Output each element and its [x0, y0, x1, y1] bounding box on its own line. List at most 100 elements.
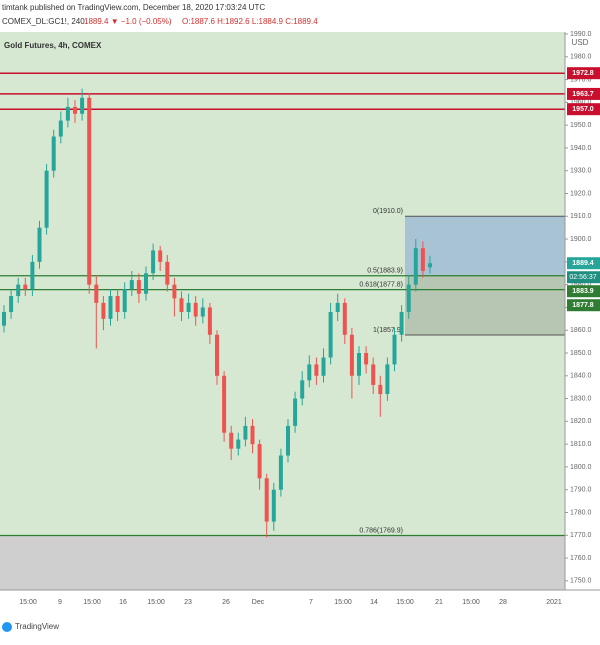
- candle-body: [428, 263, 432, 268]
- change: 1889.4 ▼ −1.0 (−0.05%): [84, 17, 172, 26]
- fib-label: 0.786(1769.9): [359, 527, 403, 534]
- candle-body: [30, 261, 35, 290]
- x-tick-label: 15:00: [83, 599, 101, 606]
- y-tick-label: 1990.0: [570, 31, 592, 38]
- candle-body: [44, 170, 49, 228]
- x-tick-label: 2021: [546, 599, 562, 606]
- candle-body: [321, 357, 326, 376]
- x-tick-label: 14: [370, 599, 378, 606]
- level-tag: [567, 87, 600, 100]
- symbol: COMEX_DL:GC1!, 240: [2, 17, 85, 26]
- candle-body: [307, 364, 312, 381]
- level-label: 1957.0: [572, 106, 594, 113]
- x-tick-label: Dec: [252, 599, 265, 606]
- candle-body: [94, 284, 99, 303]
- price-tag: [567, 285, 600, 298]
- candle-body: [9, 296, 14, 312]
- y-tick-label: 1960.0: [570, 99, 592, 106]
- candle-body: [342, 302, 347, 335]
- level-label: 1963.7: [572, 91, 594, 98]
- candle-body: [58, 120, 63, 137]
- y-tick-label: 1790.0: [570, 487, 592, 494]
- brand: TradingView: [15, 622, 59, 631]
- candle-body: [73, 106, 77, 114]
- y-tick-label: 1840.0: [570, 373, 592, 380]
- y-tick-label: 1760.0: [570, 555, 592, 562]
- candle-body: [129, 280, 134, 290]
- candle-body: [300, 380, 305, 399]
- y-tick-label: 1880.0: [570, 281, 592, 288]
- candle-body: [399, 311, 404, 335]
- candle-body: [122, 289, 127, 312]
- fib-lower: [405, 275, 565, 335]
- y-tick-label: 1780.0: [570, 509, 592, 516]
- x-tick-label: 9: [58, 599, 62, 606]
- candle-body: [144, 273, 148, 294]
- candle-body: [200, 307, 205, 317]
- y-tick-label: 1750.0: [570, 578, 592, 585]
- x-tick-label: 28: [499, 599, 507, 606]
- candle-body: [215, 334, 219, 376]
- candle-body: [229, 432, 234, 449]
- fib-label: 0.5(1883.9): [367, 268, 403, 275]
- candle-body: [413, 248, 418, 285]
- candle-body: [165, 261, 170, 285]
- candle-body: [108, 296, 113, 319]
- candle-body: [271, 489, 276, 522]
- candle-body: [23, 284, 28, 290]
- y-tick-label: 1850.0: [570, 350, 592, 357]
- candle-body: [115, 296, 120, 312]
- candle-body: [314, 364, 319, 376]
- y-tick-label: 1920.0: [570, 190, 592, 197]
- y-tick-label: 1940.0: [570, 145, 592, 152]
- x-tick-label: 7: [309, 599, 313, 606]
- countdown: 02:56:37: [569, 274, 596, 281]
- candle-body: [101, 302, 106, 319]
- y-tick-label: 1820.0: [570, 418, 592, 425]
- candle-body: [236, 439, 241, 449]
- candle-body: [136, 280, 141, 294]
- y-tick-label: 1860.0: [570, 327, 592, 334]
- candle-body: [264, 478, 269, 522]
- y-tick-label: 1980.0: [570, 54, 592, 61]
- candle-body: [378, 384, 383, 395]
- price-tag: [567, 257, 600, 270]
- candle-body: [257, 444, 262, 479]
- y-tick-label: 1970.0: [570, 76, 592, 83]
- candle-body: [65, 106, 70, 121]
- candle-body: [37, 227, 42, 262]
- x-tick-label: 21: [435, 599, 443, 606]
- candle-body: [406, 284, 411, 312]
- logo: [2, 622, 12, 632]
- candle-body: [179, 298, 184, 312]
- candle-body: [371, 364, 376, 385]
- price-label: 1883.9: [572, 288, 594, 295]
- fib-label: 0.618(1877.8): [359, 281, 403, 288]
- y-tick-label: 1950.0: [570, 122, 592, 129]
- candle-body: [392, 334, 397, 365]
- candle-body: [16, 284, 21, 297]
- candle-body: [385, 364, 390, 395]
- x-tick-label: 15:00: [462, 599, 480, 606]
- candle-body: [364, 352, 369, 365]
- y-tick-label: 1900.0: [570, 236, 592, 243]
- price-tag: [567, 299, 600, 312]
- y-tick-label: 1930.0: [570, 168, 592, 175]
- countdown-tag: [567, 271, 600, 284]
- x-tick-label: 15:00: [334, 599, 352, 606]
- price-label: 1877.8: [572, 302, 594, 309]
- y-tick-label: 1810.0: [570, 441, 592, 448]
- candle-body: [2, 311, 6, 326]
- candle-body: [243, 425, 248, 440]
- candle-body: [349, 334, 354, 376]
- fib-label: 0(1910.0): [373, 208, 403, 215]
- level-label: 1972.8: [572, 70, 594, 77]
- candle-body: [357, 352, 361, 376]
- candle-body: [286, 425, 290, 456]
- candle-body: [193, 302, 198, 317]
- unit: USD: [572, 38, 589, 47]
- level-tag: [567, 67, 600, 80]
- level-tag: [567, 103, 600, 116]
- candle-body: [293, 398, 298, 426]
